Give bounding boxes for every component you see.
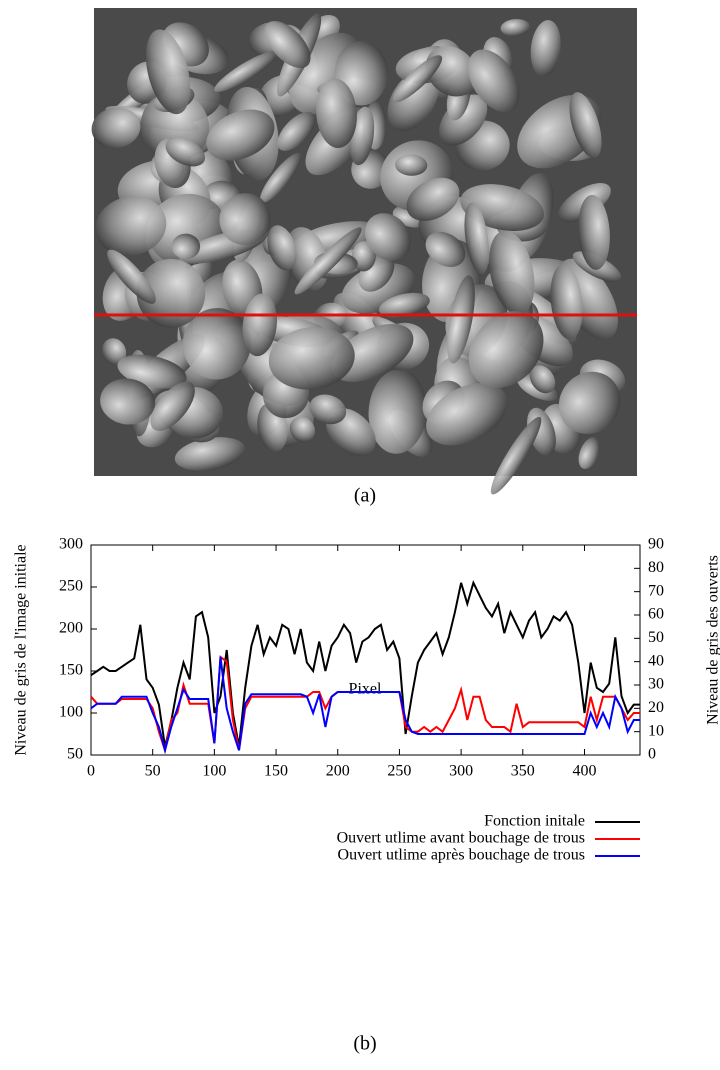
- caption: (a): [354, 485, 376, 507]
- caption: (b): [353, 1033, 376, 1055]
- y2-tick-label: 20: [648, 699, 664, 716]
- rock: [277, 111, 316, 151]
- rock: [260, 152, 302, 203]
- rock: [530, 20, 561, 77]
- rock: [267, 225, 297, 271]
- x-tick-label: 250: [387, 763, 411, 780]
- rock: [468, 311, 544, 389]
- rock: [558, 371, 621, 434]
- y2-tick-label: 90: [648, 536, 664, 553]
- rock: [165, 137, 206, 167]
- rock: [378, 292, 430, 318]
- y2-tick-label: 60: [648, 606, 664, 623]
- rock: [368, 369, 427, 454]
- y-axis-label: Niveau de gris de l'image initiale: [13, 544, 30, 755]
- legend-label: Fonction initale: [484, 813, 585, 830]
- rock: [171, 233, 201, 260]
- rock: [426, 382, 508, 446]
- y2-tick-label: 0: [648, 746, 656, 763]
- x-tick-label: 150: [264, 763, 288, 780]
- rock: [182, 308, 251, 380]
- rock: [214, 50, 278, 92]
- rock: [95, 196, 167, 256]
- y2-tick-label: 30: [648, 676, 664, 693]
- rock: [107, 249, 156, 304]
- rock: [219, 193, 271, 245]
- x-axis-label: Pixel: [349, 681, 382, 698]
- rock: [395, 154, 428, 176]
- rock: [264, 20, 311, 69]
- rock: [447, 275, 475, 364]
- y-tick-label: 100: [59, 704, 83, 721]
- rock: [91, 107, 141, 149]
- rock: [294, 227, 362, 295]
- rock: [100, 378, 155, 425]
- rock: [500, 18, 530, 36]
- rock: [268, 326, 355, 390]
- rock: [578, 194, 610, 270]
- rock: [550, 264, 583, 340]
- rock: [425, 231, 466, 267]
- rock: [316, 78, 357, 149]
- x-tick-label: 100: [202, 763, 226, 780]
- plot-frame: [90, 544, 641, 756]
- rock: [309, 394, 347, 425]
- rock-photo: [91, 8, 637, 495]
- series-line: [90, 655, 640, 755]
- y2-tick-label: 70: [648, 582, 664, 599]
- x-tick-label: 200: [326, 763, 350, 780]
- rock: [578, 437, 600, 469]
- y-tick-label: 50: [67, 746, 83, 763]
- rock: [490, 416, 542, 495]
- rock: [242, 293, 277, 357]
- x-tick-label: 300: [449, 763, 473, 780]
- y-tick-label: 300: [59, 536, 83, 553]
- x-tick-label: 350: [511, 763, 535, 780]
- y-tick-label: 250: [59, 578, 83, 595]
- y-tick-label: 200: [59, 620, 83, 637]
- rock: [364, 213, 411, 261]
- y-tick-label: 150: [59, 662, 83, 679]
- rock: [489, 230, 535, 315]
- y2-tick-label: 10: [648, 722, 664, 739]
- y2-tick-label: 50: [648, 629, 664, 646]
- rock: [136, 258, 206, 328]
- rock: [406, 177, 460, 221]
- series-line: [90, 656, 640, 755]
- x-tick-label: 400: [572, 763, 596, 780]
- x-tick-label: 0: [87, 763, 95, 780]
- rock: [150, 381, 195, 431]
- legend-label: Ouvert utlime après bouchage de trous: [338, 847, 585, 864]
- rock: [174, 437, 246, 471]
- rock: [102, 338, 127, 365]
- x-tick-label: 50: [145, 763, 161, 780]
- rock: [569, 92, 602, 159]
- rock: [289, 416, 316, 443]
- rock: [467, 49, 520, 113]
- y2-tick-label: 40: [648, 652, 664, 669]
- y2-axis-label: Niveau de gris des ouverts: [705, 555, 720, 725]
- rock: [331, 323, 414, 382]
- rock: [206, 109, 275, 161]
- rock: [529, 365, 556, 394]
- legend-label: Ouvert utlime avant bouchage de trous: [337, 830, 585, 847]
- rock: [392, 55, 443, 103]
- rock: [145, 29, 191, 115]
- rock: [464, 202, 490, 275]
- y2-tick-label: 80: [648, 559, 664, 576]
- series-line: [90, 580, 640, 747]
- rock: [387, 68, 440, 132]
